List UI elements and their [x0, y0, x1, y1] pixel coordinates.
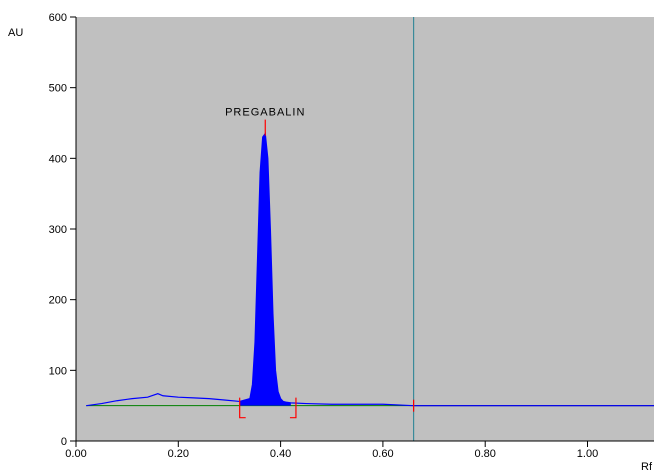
peak-label: PREGABALIN	[225, 107, 305, 119]
peak-start-marker	[239, 397, 246, 419]
x-tick-label: 0.00	[65, 448, 86, 460]
x-axis-label: Rf	[641, 461, 653, 473]
y-axis-label: AU	[8, 27, 23, 39]
y-tick-label: 500	[49, 83, 67, 95]
y-tick-label: 400	[49, 153, 67, 165]
x-tick-label: 0.40	[270, 448, 291, 460]
x-tick-label: 0.60	[372, 448, 393, 460]
series-line	[86, 131, 654, 407]
x-tick-label: 0.80	[474, 448, 495, 460]
y-tick-label: 300	[49, 224, 67, 236]
peak-area	[239, 133, 291, 406]
peak-end-marker	[289, 397, 297, 419]
y-tick-label: 100	[49, 365, 67, 377]
plot-area	[76, 17, 654, 441]
y-tick-label: 200	[49, 295, 67, 307]
x-tick-label: 1.00	[577, 448, 598, 460]
x-tick-label: 0.20	[168, 448, 189, 460]
y-tick-label: 600	[49, 12, 67, 24]
y-tick-label: 0	[61, 436, 67, 448]
